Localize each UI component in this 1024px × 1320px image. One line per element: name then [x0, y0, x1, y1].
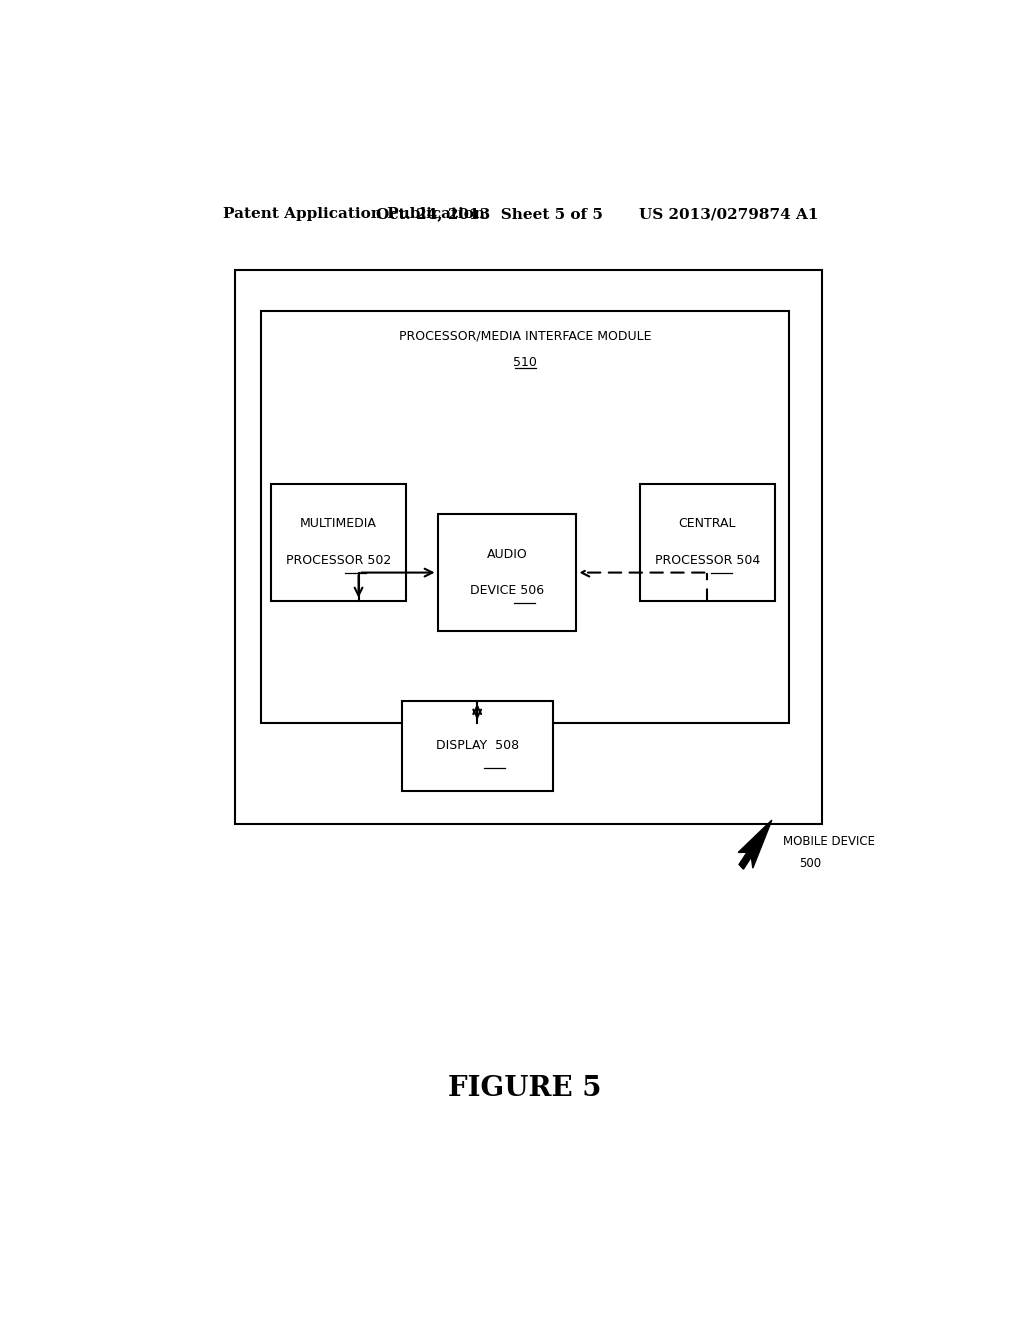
Text: Oct. 24, 2013  Sheet 5 of 5: Oct. 24, 2013 Sheet 5 of 5	[376, 207, 602, 222]
Text: PROCESSOR 504: PROCESSOR 504	[654, 554, 760, 566]
Bar	[437, 515, 577, 631]
Bar	[640, 483, 775, 601]
Text: 510: 510	[513, 355, 538, 368]
Bar	[401, 701, 553, 791]
Text: FIGURE 5: FIGURE 5	[449, 1074, 601, 1102]
Text: DEVICE 506: DEVICE 506	[470, 585, 544, 598]
Text: 500: 500	[800, 857, 821, 870]
Text: PROCESSOR 502: PROCESSOR 502	[286, 554, 391, 566]
Bar	[261, 312, 790, 722]
Text: Patent Application Publication: Patent Application Publication	[223, 207, 485, 222]
Text: CENTRAL: CENTRAL	[679, 517, 736, 531]
Polygon shape	[738, 820, 772, 869]
Text: AUDIO: AUDIO	[486, 548, 527, 561]
Text: MOBILE DEVICE: MOBILE DEVICE	[782, 836, 874, 847]
Bar	[270, 483, 406, 601]
Text: MULTIMEDIA: MULTIMEDIA	[300, 517, 377, 531]
Bar	[236, 271, 822, 824]
Text: US 2013/0279874 A1: US 2013/0279874 A1	[639, 207, 818, 222]
Text: PROCESSOR/MEDIA INTERFACE MODULE: PROCESSOR/MEDIA INTERFACE MODULE	[399, 329, 651, 342]
Text: DISPLAY  508: DISPLAY 508	[435, 739, 519, 752]
